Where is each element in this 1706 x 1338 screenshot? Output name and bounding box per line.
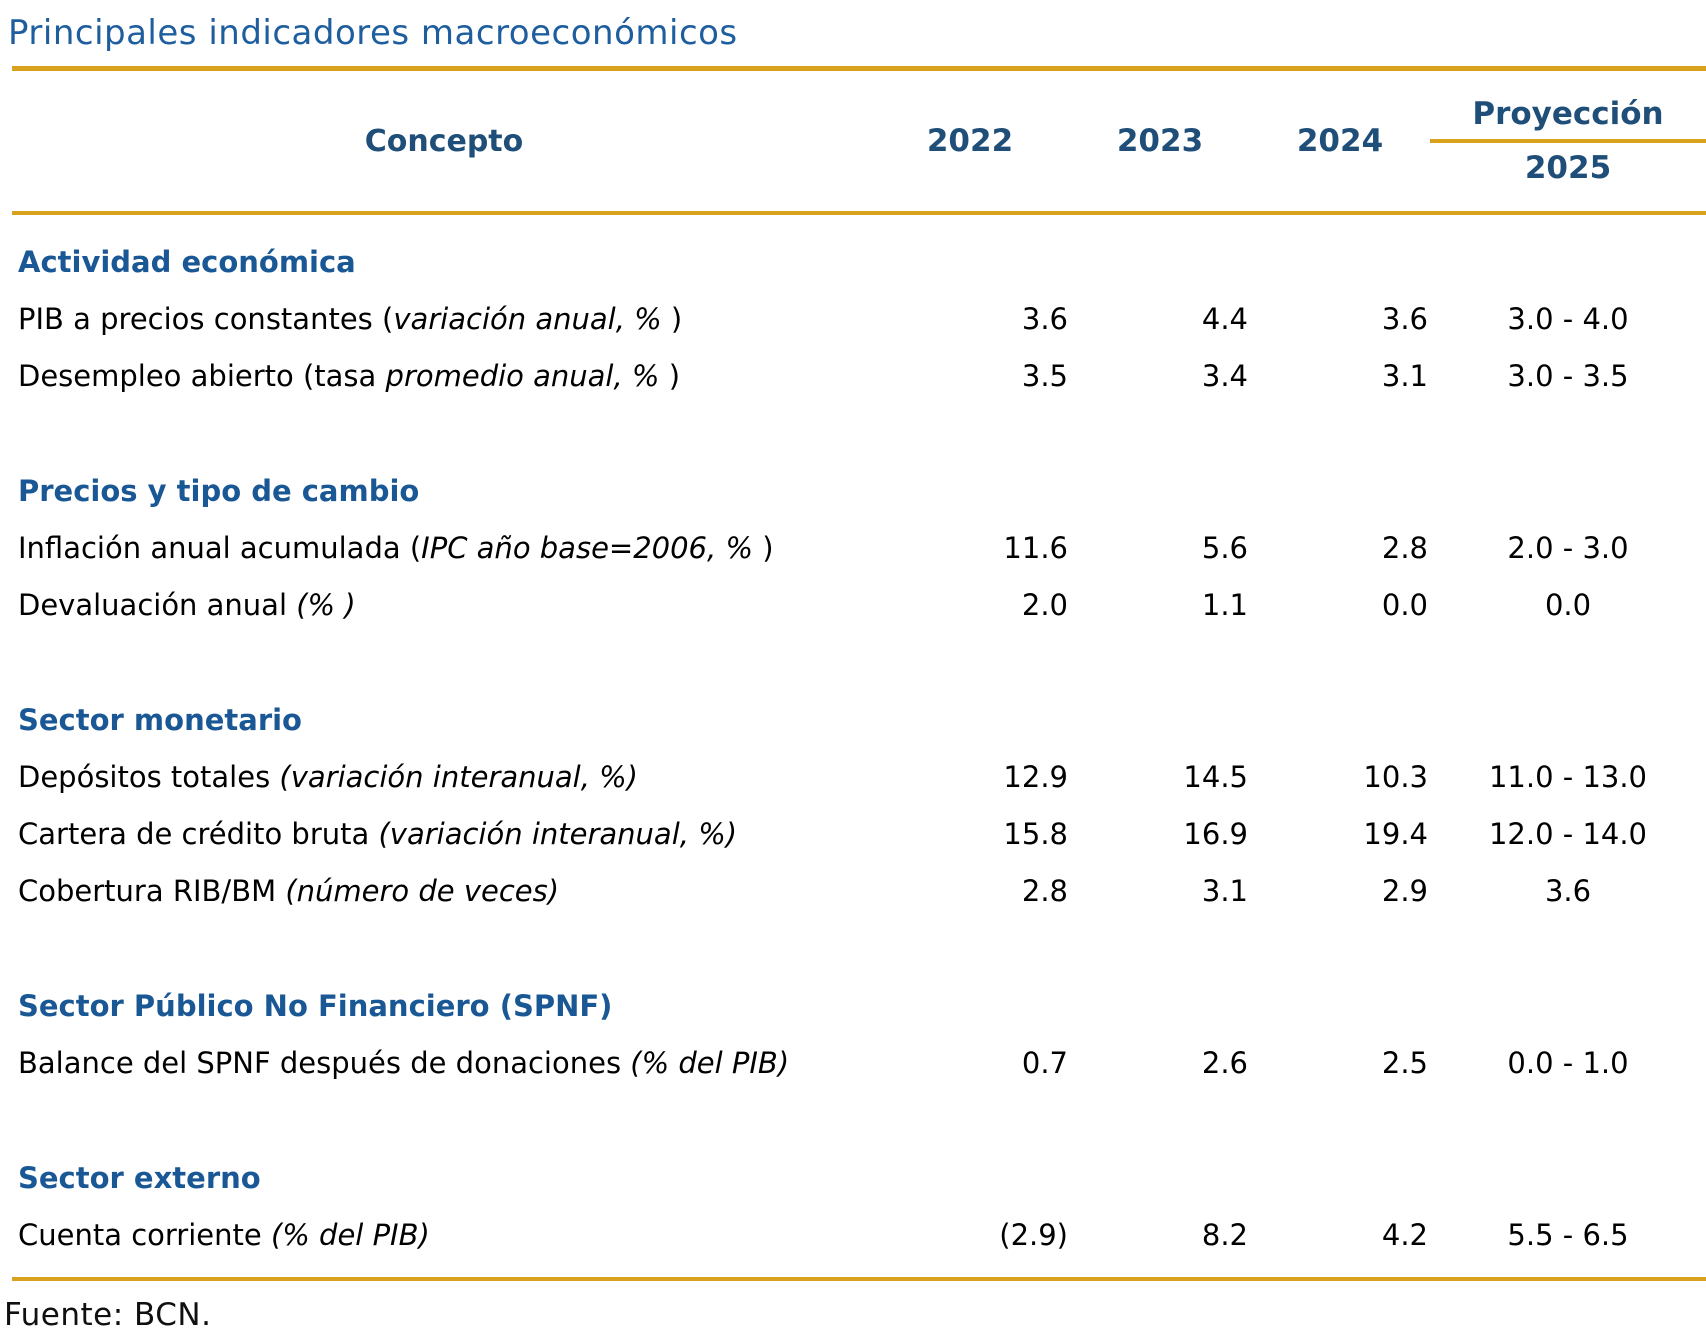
value-2023: 2.6 (1201, 1045, 1248, 1080)
divider-top (12, 66, 1706, 71)
divider-bottom (12, 1277, 1706, 1281)
table-body: Actividad económica PIB a precios consta… (0, 233, 1706, 1263)
value-2022: 0.7 (1021, 1045, 1068, 1080)
row-label-text: Devaluación anual (18, 587, 297, 622)
row-label-italic: (% del PIB) (270, 1217, 430, 1252)
table-row-devaluacion: Devaluación anual (% ) 2.0 1.1 0.0 0.0 (0, 576, 1706, 633)
row-label-italic: (% ) (296, 587, 356, 622)
row-label-italic: promedio anual, % (385, 358, 660, 393)
column-header-2022: 2022 (926, 123, 1014, 159)
value-2023: 16.9 (1183, 816, 1248, 851)
section-header-precios: Precios y tipo de cambio (18, 473, 420, 508)
row-label: Inflación anual acumulada (IPC año base=… (0, 531, 870, 565)
row-label: Cobertura RIB/BM (número de veces) (0, 874, 870, 908)
section-header-sector-monetario: Sector monetario (18, 702, 302, 737)
divider-header (12, 211, 1706, 215)
table-row-pib: PIB a precios constantes (variación anua… (0, 290, 1706, 347)
row-label: Devaluación anual (% ) (0, 588, 870, 622)
row-label-italic: IPC año base=2006, % (421, 530, 753, 565)
value-2025: 2.0 - 3.0 (1507, 530, 1629, 565)
table-row-cuenta-corriente: Cuenta corriente (% del PIB) (2.9) 8.2 4… (0, 1206, 1706, 1263)
projection-label: Proyección (1472, 96, 1664, 132)
value-2023: 1.1 (1201, 587, 1248, 622)
value-2023: 14.5 (1183, 759, 1248, 794)
table-row-cobertura: Cobertura RIB/BM (número de veces) 2.8 3… (0, 862, 1706, 919)
value-2022: 15.8 (1003, 816, 1068, 851)
value-2024: 2.8 (1381, 530, 1428, 565)
table-row-inflacion: Inflación anual acumulada (IPC año base=… (0, 519, 1706, 576)
value-2025: 11.0 - 13.0 (1488, 759, 1648, 794)
source-note: Fuente: BCN. (4, 1297, 212, 1333)
row-label-text: Cartera de crédito bruta (18, 816, 379, 851)
row-label-text: ) (753, 530, 774, 565)
value-2022: (2.9) (999, 1217, 1068, 1252)
row-label-italic: (variación interanual, %) (378, 816, 738, 851)
column-header-concepto: Concepto (364, 123, 524, 159)
row-label-italic: (variación interanual, %) (279, 759, 638, 794)
value-2024: 3.1 (1381, 358, 1428, 393)
projection-divider (1430, 139, 1706, 143)
value-2025: 3.6 (1544, 873, 1592, 908)
column-header-2024: 2024 (1296, 123, 1384, 159)
row-label: Cuenta corriente (% del PIB) (0, 1218, 870, 1252)
value-2025: 0.0 (1544, 587, 1592, 622)
row-label-text: Balance del SPNF después de donaciones (18, 1045, 631, 1080)
row-label-text: ) (659, 358, 681, 393)
row-label: PIB a precios constantes (variación anua… (0, 302, 870, 336)
value-2024: 10.3 (1363, 759, 1428, 794)
value-2024: 0.0 (1381, 587, 1428, 622)
table-row-cartera: Cartera de crédito bruta (variación inte… (0, 805, 1706, 862)
column-header-2025: 2025 (1524, 150, 1612, 186)
value-2025: 3.0 - 4.0 (1507, 301, 1629, 336)
table-row-desempleo: Desempleo abierto (tasa promedio anual, … (0, 347, 1706, 404)
row-label-italic: (% del PIB) (630, 1045, 790, 1080)
row-label-text: ) (661, 301, 683, 336)
section-header-spnf: Sector Público No Financiero (SPNF) (18, 988, 613, 1023)
row-label-text: Cobertura RIB/BM (18, 873, 286, 908)
value-2022: 3.6 (1021, 301, 1068, 336)
value-2023: 5.6 (1201, 530, 1248, 565)
row-label-text: PIB a precios constantes ( (18, 301, 394, 336)
row-label: Balance del SPNF después de donaciones (… (0, 1046, 870, 1080)
value-2023: 3.1 (1201, 873, 1248, 908)
column-header-proyeccion: Proyección 2025 (1430, 96, 1706, 186)
row-label-italic: (número de veces) (285, 873, 560, 908)
row-label-italic: variación anual, % (393, 301, 662, 336)
row-label-text: Inflación anual acumulada ( (18, 530, 422, 565)
value-2023: 3.4 (1201, 358, 1248, 393)
row-label: Cartera de crédito bruta (variación inte… (0, 817, 870, 851)
row-label-text: Desempleo abierto (tasa (18, 358, 386, 393)
column-header-2023: 2023 (1116, 123, 1204, 159)
value-2025: 0.0 - 1.0 (1507, 1045, 1629, 1080)
value-2022: 12.9 (1003, 759, 1068, 794)
value-2024: 4.2 (1381, 1217, 1428, 1252)
value-2024: 2.9 (1381, 873, 1428, 908)
table-row-balance-spnf: Balance del SPNF después de donaciones (… (0, 1034, 1706, 1091)
section-header-actividad-economica: Actividad económica (18, 244, 356, 279)
row-label: Depósitos totales (variación interanual,… (0, 760, 870, 794)
value-2023: 4.4 (1201, 301, 1248, 336)
row-label-text: Depósitos totales (18, 759, 280, 794)
value-2024: 3.6 (1381, 301, 1428, 336)
value-2022: 11.6 (1003, 530, 1068, 565)
value-2024: 19.4 (1363, 816, 1428, 851)
table-header-row: Concepto 2022 2023 2024 Proyección 2025 (0, 71, 1706, 211)
section-header-sector-externo: Sector externo (18, 1160, 261, 1195)
row-label: Desempleo abierto (tasa promedio anual, … (0, 359, 870, 393)
value-2025: 3.0 - 3.5 (1507, 358, 1629, 393)
value-2025: 12.0 - 14.0 (1488, 816, 1648, 851)
value-2022: 3.5 (1021, 358, 1068, 393)
value-2025: 5.5 - 6.5 (1507, 1217, 1629, 1252)
table-row-depositos: Depósitos totales (variación interanual,… (0, 748, 1706, 805)
value-2023: 8.2 (1201, 1217, 1248, 1252)
value-2024: 2.5 (1381, 1045, 1428, 1080)
value-2022: 2.0 (1021, 587, 1068, 622)
value-2022: 2.8 (1021, 873, 1068, 908)
row-label-text: Cuenta corriente (18, 1217, 271, 1252)
page-title: Principales indicadores macroeconómicos (8, 13, 738, 53)
